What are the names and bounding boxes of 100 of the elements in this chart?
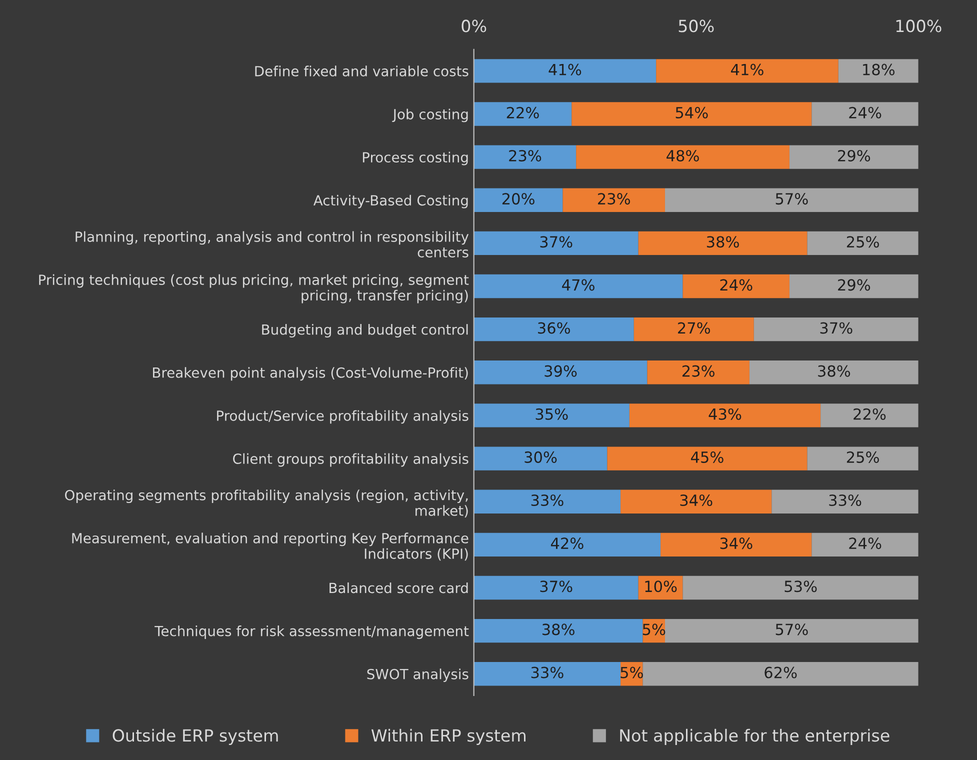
data-label: 48% bbox=[666, 150, 699, 162]
data-label: 18% bbox=[863, 64, 895, 76]
data-label: 37% bbox=[540, 580, 572, 592]
bar bbox=[474, 188, 563, 212]
y-tick-label: Product/Service profitability analysis bbox=[217, 410, 468, 424]
data-label: 53% bbox=[784, 580, 817, 592]
data-label: 62% bbox=[764, 666, 797, 678]
bar bbox=[474, 145, 576, 169]
bar bbox=[656, 59, 838, 83]
data-label: 37% bbox=[820, 322, 852, 334]
bar bbox=[474, 231, 638, 256]
data-label: 39% bbox=[544, 365, 577, 377]
bar bbox=[789, 145, 918, 169]
data-label: 54% bbox=[676, 106, 708, 118]
x-tick-label: 0% bbox=[462, 20, 486, 32]
data-label: 24% bbox=[849, 538, 882, 550]
data-label: 38% bbox=[706, 236, 739, 248]
bar bbox=[474, 102, 572, 126]
legend-label: Not applicable for the enterprise bbox=[620, 728, 890, 745]
data-label: 41% bbox=[731, 64, 764, 76]
data-label: 45% bbox=[690, 451, 724, 463]
bar bbox=[474, 576, 638, 600]
data-label: 34% bbox=[720, 538, 752, 550]
data-label: 57% bbox=[776, 193, 808, 205]
data-label: 57% bbox=[776, 624, 808, 636]
bar bbox=[682, 576, 918, 600]
bar bbox=[474, 274, 683, 298]
y-tick-label: Define fixed and variable costs bbox=[255, 66, 468, 76]
legend-label: Outside ERP system bbox=[112, 728, 278, 745]
y-tick-label: Job costing bbox=[392, 108, 468, 122]
bar bbox=[820, 404, 918, 428]
bar bbox=[812, 532, 918, 557]
bar bbox=[812, 102, 918, 126]
bar bbox=[664, 188, 918, 212]
y-tick-label: Pricing techniques (cost plus pricing, market pricing, segment pricing, transfer pricing) bbox=[39, 274, 469, 304]
data-label: 33% bbox=[531, 666, 564, 678]
bar bbox=[620, 490, 772, 514]
bar bbox=[642, 662, 918, 686]
data-label: 24% bbox=[720, 279, 752, 291]
bar bbox=[789, 274, 918, 298]
data-label: 20% bbox=[502, 193, 534, 205]
data-label: 33% bbox=[531, 494, 564, 506]
data-label: 37% bbox=[540, 236, 572, 248]
data-label: 29% bbox=[838, 279, 870, 291]
bar bbox=[474, 404, 630, 428]
data-label: 23% bbox=[682, 365, 714, 377]
bar bbox=[638, 231, 808, 256]
y-tick-label: Operating segments profitability analysis (region, activity, market) bbox=[65, 490, 468, 518]
bar bbox=[474, 618, 643, 643]
bar bbox=[807, 446, 918, 470]
data-label: 43% bbox=[708, 408, 742, 420]
y-tick-label: SWOT analysis bbox=[367, 668, 468, 682]
y-tick-label: Process costing bbox=[362, 152, 468, 166]
bar bbox=[474, 59, 656, 83]
data-label: 30% bbox=[524, 451, 557, 463]
data-label: 36% bbox=[538, 322, 570, 334]
bar bbox=[607, 446, 808, 470]
bar bbox=[474, 662, 621, 686]
bar bbox=[807, 231, 918, 256]
bar bbox=[647, 360, 750, 384]
bar bbox=[474, 446, 608, 470]
data-label: 25% bbox=[846, 236, 879, 248]
bar bbox=[634, 317, 754, 342]
y-tick-label: Measurement, evaluation and reporting Key Performance Indicators (KPI) bbox=[72, 532, 468, 561]
data-label: 24% bbox=[849, 106, 882, 118]
bar bbox=[749, 360, 918, 384]
data-label: 38% bbox=[542, 624, 574, 636]
data-label: 27% bbox=[678, 322, 710, 334]
data-label: 42% bbox=[550, 538, 584, 550]
y-tick-label: Techniques for risk assessment/management bbox=[154, 626, 469, 639]
data-label: 34% bbox=[680, 494, 712, 506]
data-label: 25% bbox=[846, 451, 879, 463]
y-tick-label: Breakeven point analysis (Cost-Volume-Profit) bbox=[153, 367, 468, 381]
y-tick-label: Client groups profitability analysis bbox=[233, 453, 468, 467]
data-label: 33% bbox=[829, 494, 862, 506]
bar bbox=[754, 317, 918, 342]
bar bbox=[474, 360, 648, 384]
bar bbox=[572, 102, 812, 126]
data-label: 35% bbox=[536, 408, 568, 420]
data-label: 23% bbox=[509, 150, 542, 162]
data-label: 38% bbox=[818, 365, 850, 377]
data-label: 5% bbox=[620, 666, 643, 678]
data-label: 41% bbox=[548, 64, 582, 76]
x-tick-label: 50% bbox=[678, 20, 714, 32]
data-label: 47% bbox=[562, 279, 594, 291]
bar bbox=[838, 59, 918, 83]
bar bbox=[562, 188, 665, 212]
bar bbox=[474, 532, 661, 557]
legend-label: Within ERP system bbox=[371, 728, 526, 745]
bar bbox=[660, 532, 812, 557]
data-label: 10% bbox=[645, 580, 677, 592]
bar bbox=[682, 274, 790, 298]
y-tick-label: Planning, reporting, analysis and control in responsibility centers bbox=[76, 231, 469, 258]
y-tick-label: Activity-Based Costing bbox=[313, 194, 468, 208]
bar bbox=[576, 145, 790, 169]
bar bbox=[629, 404, 821, 428]
data-label: 22% bbox=[506, 106, 539, 118]
y-tick-label: Budgeting and budget control bbox=[262, 324, 468, 338]
y-tick-label: Balanced score card bbox=[330, 582, 468, 594]
data-label: 23% bbox=[598, 193, 630, 205]
